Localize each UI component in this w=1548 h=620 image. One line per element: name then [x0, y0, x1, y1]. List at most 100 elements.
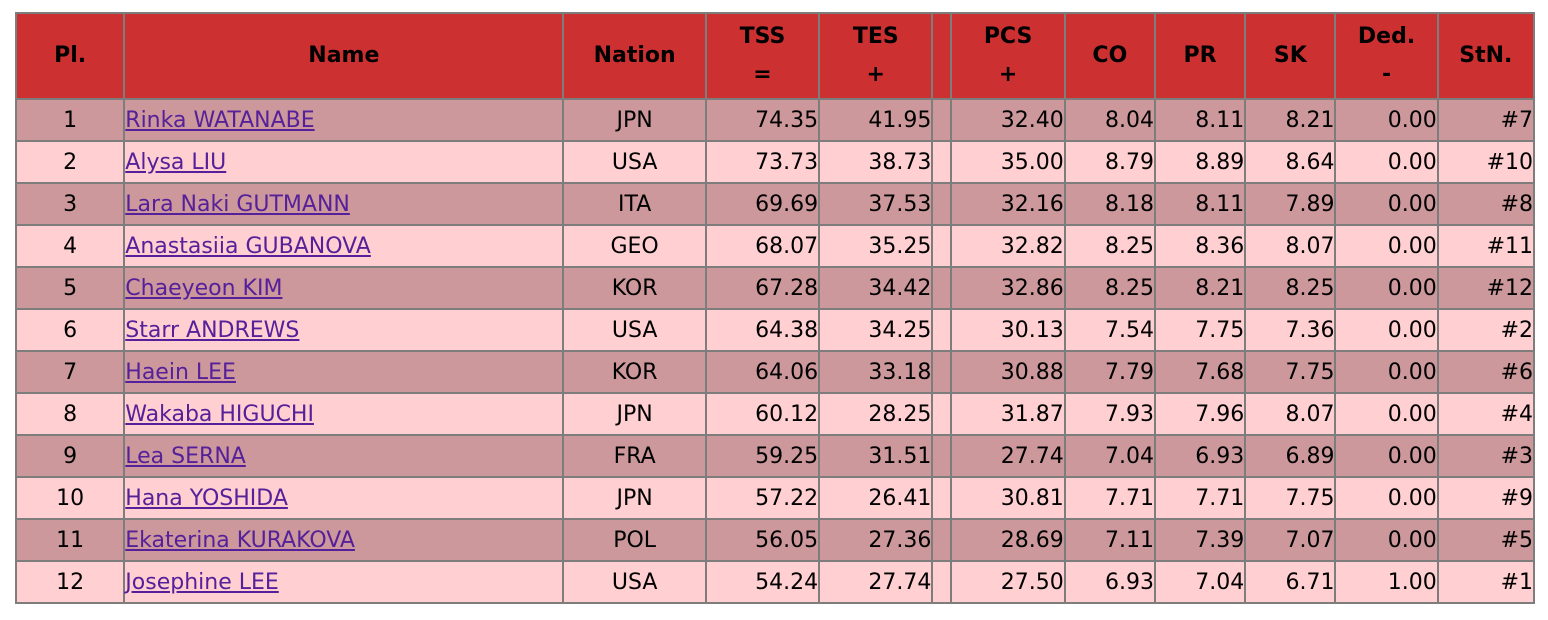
- cell-start-number: #8: [1438, 184, 1533, 224]
- cell-start-number: #10: [1438, 142, 1533, 182]
- cell-pr: 8.89: [1155, 142, 1245, 182]
- cell-tes: 27.36: [820, 520, 932, 560]
- cell-name: Ekaterina KURAKOVA: [125, 520, 563, 560]
- cell-place: 2: [17, 142, 124, 182]
- cell-co: 8.25: [1065, 268, 1154, 308]
- cell-ded: 0.00: [1336, 436, 1437, 476]
- cell-nation: USA: [564, 310, 705, 350]
- cell-tss: 57.22: [706, 478, 819, 518]
- skater-name-link[interactable]: Lea SERNA: [125, 443, 246, 469]
- skater-name-link[interactable]: Lara Naki GUTMANN: [125, 191, 350, 217]
- skater-name-link[interactable]: Alysa LIU: [125, 149, 227, 175]
- cell-sk: 8.21: [1246, 100, 1335, 140]
- table-row: 5 Chaeyeon KIM KOR 67.28 34.42 32.86 8.25 8.21 8…: [17, 268, 1533, 308]
- cell-tss: 74.35: [706, 100, 819, 140]
- cell-tss: 73.73: [706, 142, 819, 182]
- cell-co: 8.18: [1065, 184, 1154, 224]
- cell-sk: 7.07: [1246, 520, 1335, 560]
- cell-place: 3: [17, 184, 124, 224]
- table-row: 12 Josephine LEE USA 54.24 27.74 27.50 6.93 7.0…: [17, 562, 1533, 602]
- cell-pcs: 30.88: [952, 352, 1064, 392]
- header-tss: TSS =: [706, 14, 819, 98]
- cell-nation: FRA: [564, 436, 705, 476]
- cell-co: 8.25: [1065, 226, 1154, 266]
- cell-tss: 60.12: [706, 394, 819, 434]
- results-table: Pl. Name Nation TSS = TES + PCS + CO PR SK …: [15, 12, 1535, 604]
- cell-start-number: #11: [1438, 226, 1533, 266]
- results-table-container: Pl. Name Nation TSS = TES + PCS + CO PR SK …: [15, 12, 1535, 604]
- skater-name-link[interactable]: Wakaba HIGUCHI: [125, 401, 314, 427]
- cell-place: 12: [17, 562, 124, 602]
- table-row: 6 Starr ANDREWS USA 64.38 34.25 30.13 7.54 7.75…: [17, 310, 1533, 350]
- cell-co: 8.79: [1065, 142, 1154, 182]
- cell-place: 6: [17, 310, 124, 350]
- skater-name-link[interactable]: Hana YOSHIDA: [125, 485, 288, 511]
- cell-name: Anastasiia GUBANOVA: [125, 226, 563, 266]
- cell-start-number: #2: [1438, 310, 1533, 350]
- cell-tes: 41.95: [820, 100, 932, 140]
- cell-place: 11: [17, 520, 124, 560]
- skater-name-link[interactable]: Chaeyeon KIM: [125, 275, 283, 301]
- cell-spacer: [933, 100, 951, 140]
- cell-sk: 8.07: [1246, 226, 1335, 266]
- cell-tss: 54.24: [706, 562, 819, 602]
- cell-tss: 69.69: [706, 184, 819, 224]
- header-co: CO: [1065, 14, 1154, 98]
- cell-tss: 67.28: [706, 268, 819, 308]
- cell-ded: 0.00: [1336, 478, 1437, 518]
- cell-name: Haein LEE: [125, 352, 563, 392]
- skater-name-link[interactable]: Haein LEE: [125, 359, 236, 385]
- cell-nation: JPN: [564, 394, 705, 434]
- header-tes: TES +: [820, 14, 932, 98]
- cell-nation: KOR: [564, 268, 705, 308]
- cell-pcs: 30.13: [952, 310, 1064, 350]
- cell-tes: 27.74: [820, 562, 932, 602]
- cell-pcs: 32.86: [952, 268, 1064, 308]
- cell-place: 1: [17, 100, 124, 140]
- skater-name-link[interactable]: Anastasiia GUBANOVA: [125, 233, 371, 259]
- cell-start-number: #3: [1438, 436, 1533, 476]
- cell-sk: 7.89: [1246, 184, 1335, 224]
- cell-tss: 64.38: [706, 310, 819, 350]
- skater-name-link[interactable]: Rinka WATANABE: [125, 107, 315, 133]
- cell-co: 7.11: [1065, 520, 1154, 560]
- skater-name-link[interactable]: Josephine LEE: [125, 569, 279, 595]
- skater-name-link[interactable]: Ekaterina KURAKOVA: [125, 527, 355, 553]
- cell-co: 7.93: [1065, 394, 1154, 434]
- cell-pcs: 27.74: [952, 436, 1064, 476]
- skater-name-link[interactable]: Starr ANDREWS: [125, 317, 300, 343]
- cell-tes: 35.25: [820, 226, 932, 266]
- header-pr: PR: [1155, 14, 1245, 98]
- cell-spacer: [933, 520, 951, 560]
- cell-pr: 7.04: [1155, 562, 1245, 602]
- cell-spacer: [933, 310, 951, 350]
- cell-pr: 7.68: [1155, 352, 1245, 392]
- cell-ded: 0.00: [1336, 184, 1437, 224]
- cell-pcs: 32.82: [952, 226, 1064, 266]
- cell-nation: GEO: [564, 226, 705, 266]
- cell-nation: USA: [564, 142, 705, 182]
- header-stn: StN.: [1438, 14, 1533, 98]
- cell-tes: 37.53: [820, 184, 932, 224]
- cell-name: Lea SERNA: [125, 436, 563, 476]
- cell-sk: 8.07: [1246, 394, 1335, 434]
- cell-name: Lara Naki GUTMANN: [125, 184, 563, 224]
- cell-ded: 0.00: [1336, 268, 1437, 308]
- cell-co: 7.04: [1065, 436, 1154, 476]
- cell-nation: JPN: [564, 100, 705, 140]
- cell-tes: 28.25: [820, 394, 932, 434]
- header-pcs: PCS +: [952, 14, 1064, 98]
- cell-start-number: #5: [1438, 520, 1533, 560]
- cell-pr: 8.36: [1155, 226, 1245, 266]
- cell-pr: 7.96: [1155, 394, 1245, 434]
- cell-ded: 1.00: [1336, 562, 1437, 602]
- cell-pr: 6.93: [1155, 436, 1245, 476]
- cell-start-number: #9: [1438, 478, 1533, 518]
- cell-pcs: 27.50: [952, 562, 1064, 602]
- cell-tes: 38.73: [820, 142, 932, 182]
- header-name: Name: [125, 14, 563, 98]
- cell-spacer: [933, 394, 951, 434]
- cell-name: Chaeyeon KIM: [125, 268, 563, 308]
- cell-tes: 34.25: [820, 310, 932, 350]
- table-row: 10 Hana YOSHIDA JPN 57.22 26.41 30.81 7.71 7.71…: [17, 478, 1533, 518]
